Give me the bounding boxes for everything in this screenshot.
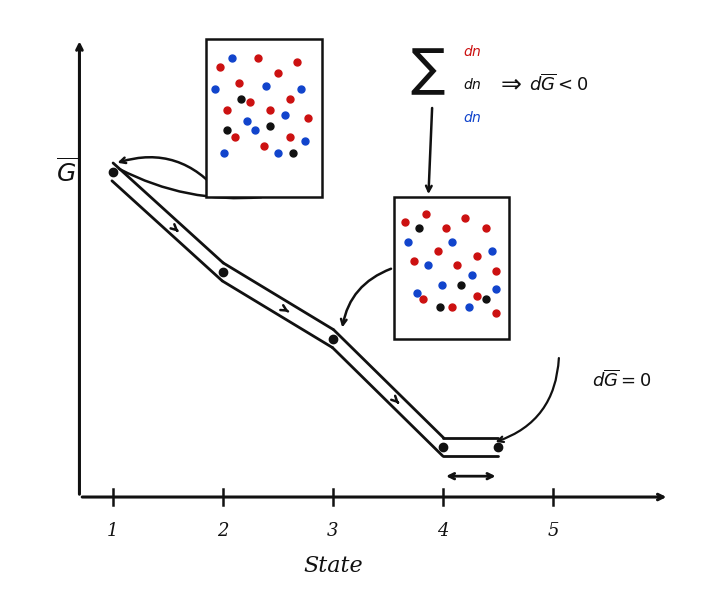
Text: 3: 3 (327, 522, 339, 540)
Text: $\overline{G}$: $\overline{G}$ (56, 157, 77, 186)
Text: 4: 4 (438, 522, 449, 540)
Text: $d\overline{G} = 0$: $d\overline{G} = 0$ (592, 369, 652, 391)
Bar (394, 197, 510, 339)
Text: $dn$: $dn$ (463, 77, 481, 92)
Text: $\sum$: $\sum$ (410, 47, 445, 97)
Text: 5: 5 (548, 522, 559, 540)
Text: State: State (303, 555, 363, 577)
Text: $dn$: $dn$ (463, 44, 481, 58)
Text: 2: 2 (217, 522, 228, 540)
Text: 1: 1 (107, 522, 118, 540)
Bar (206, 38, 322, 197)
Text: $\Rightarrow$: $\Rightarrow$ (496, 73, 522, 96)
Text: $d\overline{G} < 0$: $d\overline{G} < 0$ (530, 74, 589, 95)
Text: $dn$: $dn$ (463, 110, 481, 125)
